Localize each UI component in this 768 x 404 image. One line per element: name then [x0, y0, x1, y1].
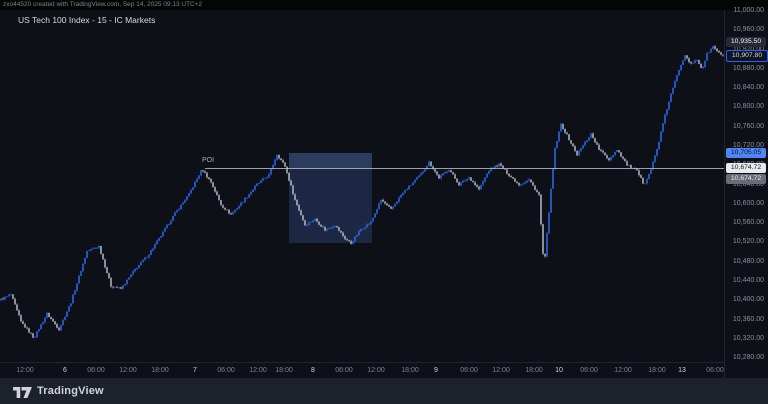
time-scale-day-label: 7 [193, 367, 197, 374]
time-scale-day-label: 8 [311, 367, 315, 374]
tradingview-logo-icon [13, 386, 32, 398]
price-badge-outline: 10,907.80 [726, 50, 768, 63]
horizontal-line-drawing[interactable] [205, 168, 724, 169]
price-scale-label: 10,800.00 [732, 103, 764, 111]
price-axis[interactable]: 11,000.00 10,960.00 10,920.00 10,880.00 10,8… [724, 6, 768, 378]
price-scale-label: 10,840.00 [732, 84, 764, 92]
price-scale-label: 10,880.00 [732, 64, 764, 72]
time-scale-label: 12:00 [492, 367, 510, 374]
time-scale-day-label: 10 [555, 367, 563, 374]
time-scale-label: 06:00 [706, 367, 724, 374]
time-scale-day-label: 6 [63, 367, 67, 374]
time-scale-label: 06:00 [335, 367, 353, 374]
price-badge-gray: 10,674.72 [726, 173, 766, 184]
time-scale-label: 12:00 [367, 367, 385, 374]
time-scale-day-label: 9 [434, 367, 438, 374]
candle-wicks-up [0, 45, 714, 339]
price-scale-label: 10,640.00 [732, 180, 764, 188]
attribution-text: zxo44520 created with TradingView.com, S… [3, 1, 203, 8]
price-scale-label: 10,400.00 [732, 296, 764, 304]
price-scale-label: 10,480.00 [732, 257, 764, 265]
time-scale-label: 06:00 [217, 367, 235, 374]
price-scale-label: 10,960.00 [732, 26, 764, 34]
price-scale-label: 11,000.00 [733, 6, 764, 14]
candle-wicks-down [2, 45, 724, 339]
price-scale-label: 10,360.00 [732, 315, 764, 323]
price-scale-label: 10,600.00 [732, 199, 764, 207]
time-scale-label: 12:00 [249, 367, 267, 374]
price-badge-blue: 10,705.05 [726, 148, 766, 159]
time-scale-label: 18:00 [151, 367, 169, 374]
time-scale-label: 06:00 [580, 367, 598, 374]
price-scale-label: 10,920.00 [732, 45, 764, 53]
candle-bodies-up [0, 46, 714, 338]
time-scale-day-label: 13 [678, 367, 686, 374]
time-scale-label: 12:00 [614, 367, 632, 374]
time-scale-label: 18:00 [401, 367, 419, 374]
time-scale-label: 06:00 [460, 367, 478, 374]
price-scale-label: 10,280.00 [732, 354, 764, 362]
drawing-rectangle-highlight-band [289, 153, 372, 168]
symbol-title[interactable]: US Tech 100 Index - 15 - IC Markets [18, 15, 156, 25]
time-scale-label: 18:00 [275, 367, 293, 374]
candle-bodies-down [2, 46, 724, 338]
attribution-bar: zxo44520 created with TradingView.com, S… [0, 0, 768, 10]
price-scale-label: 10,560.00 [732, 219, 764, 227]
time-scale-label: 18:00 [525, 367, 543, 374]
candlestick-series[interactable] [0, 10, 724, 362]
footer-bar: TradingView [0, 378, 768, 404]
poi-annotation-label: POI [202, 156, 215, 164]
time-axis[interactable]: 12:00 6 06:00 12:00 18:00 7 06:00 12:00 18:00 8 06… [0, 362, 724, 378]
tradingview-logo[interactable]: TradingView [13, 385, 104, 398]
price-badge-white: 10,674.72 [726, 162, 766, 173]
price-badge-dark: 10,935.50 [726, 37, 766, 48]
price-scale-label: 10,440.00 [732, 276, 764, 284]
time-scale-label: 12:00 [119, 367, 137, 374]
tradingview-wordmark: TradingView [37, 385, 104, 397]
chart-pane[interactable]: US Tech 100 Index - 15 - IC Markets POI [0, 10, 724, 362]
time-scale-label: 12:00 [16, 367, 34, 374]
time-scale-label: 18:00 [648, 367, 666, 374]
price-scale-label: 10,720.00 [732, 141, 764, 149]
time-scale-label: 06:00 [87, 367, 105, 374]
price-scale-label: 10,320.00 [732, 334, 764, 342]
price-scale-label: 10,760.00 [732, 122, 764, 130]
price-scale-label: 10,520.00 [732, 238, 764, 246]
